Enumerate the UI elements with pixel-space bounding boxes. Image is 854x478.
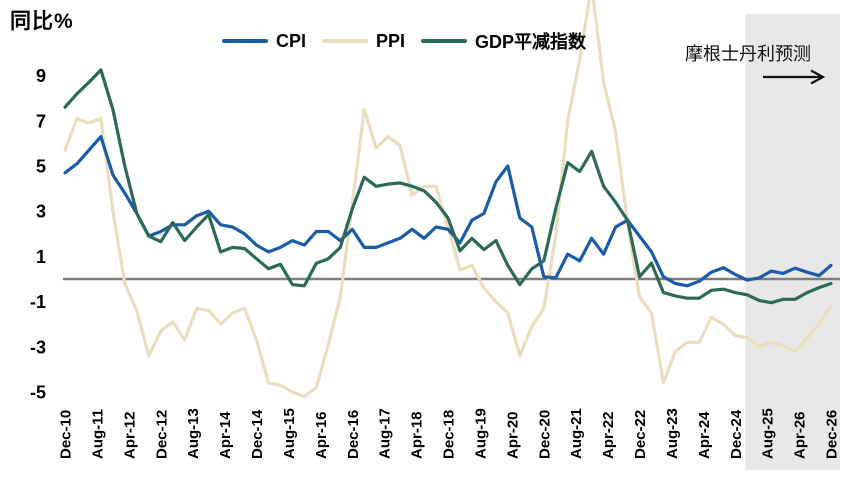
x-tick-label: Aug-15 [281, 408, 298, 459]
y-tick-label: -1 [30, 292, 46, 312]
legend-label-ppi: PPI [376, 30, 406, 51]
y-tick-label: 7 [36, 111, 46, 131]
forecast-annotation: 摩根士丹利预测 [668, 40, 828, 85]
series-line-PPI [63, 0, 833, 399]
legend-label-cpi: CPI [276, 30, 307, 51]
legend-item-gdp-deflator: GDP平减指数 [421, 28, 586, 54]
x-tick-label: Dec-26 [824, 410, 841, 459]
x-tick-label: Dec-14 [249, 409, 266, 459]
chart-title: 同比% [10, 10, 74, 33]
cpi-line-swatch [222, 39, 268, 43]
y-tick-label: 9 [36, 66, 46, 86]
y-tick-label: 5 [36, 157, 46, 177]
forecast-band [745, 14, 840, 470]
x-tick-label: Aug-23 [664, 408, 681, 459]
x-tick-label: Aug-17 [377, 408, 394, 459]
forecast-annotation-text: 摩根士丹利预测 [685, 44, 811, 64]
y-tick-label: -3 [30, 337, 46, 357]
x-tick-label: Dec-18 [441, 410, 458, 459]
legend: CPI PPI GDP平减指数 [222, 28, 602, 54]
x-tick-label: Apr-26 [792, 411, 809, 459]
y-tick-label: 1 [36, 247, 46, 267]
x-tick-label: Dec-16 [345, 410, 362, 459]
ppi-line-swatch [322, 39, 369, 43]
x-tick-label: Aug-19 [472, 408, 489, 459]
x-tick-label: Apr-20 [504, 411, 521, 459]
x-tick-label: Dec-12 [153, 410, 170, 459]
x-tick-label: Apr-22 [600, 411, 617, 459]
x-tick-label: Dec-20 [536, 410, 553, 459]
y-tick-label: -5 [30, 383, 46, 403]
x-tick-label: Apr-12 [121, 411, 138, 459]
x-tick-label: Dec-24 [728, 409, 745, 459]
right-arrow-icon [763, 69, 826, 85]
x-tick-label: Aug-21 [568, 408, 585, 459]
x-tick-label: Apr-14 [217, 411, 234, 459]
series-line-CPI [63, 135, 833, 288]
x-tick-label: Aug-25 [760, 408, 777, 459]
x-tick-label: Aug-13 [185, 408, 202, 459]
legend-item-ppi: PPI [322, 31, 405, 52]
x-tick-label: Apr-18 [409, 411, 426, 459]
legend-item-cpi: CPI [222, 31, 306, 52]
legend-label-gdp-deflator: GDP平减指数 [475, 32, 587, 52]
gdp-deflator-line-swatch [421, 39, 468, 43]
x-tick-label: Dec-22 [632, 410, 649, 459]
x-tick-label: Apr-24 [696, 411, 713, 459]
x-tick-label: Apr-16 [313, 411, 330, 459]
x-tick-label: Aug-11 [89, 409, 106, 459]
y-tick-label: 3 [36, 202, 46, 222]
x-tick-label: Dec-10 [58, 410, 75, 459]
series-line-GDP平减指数 [63, 68, 833, 305]
